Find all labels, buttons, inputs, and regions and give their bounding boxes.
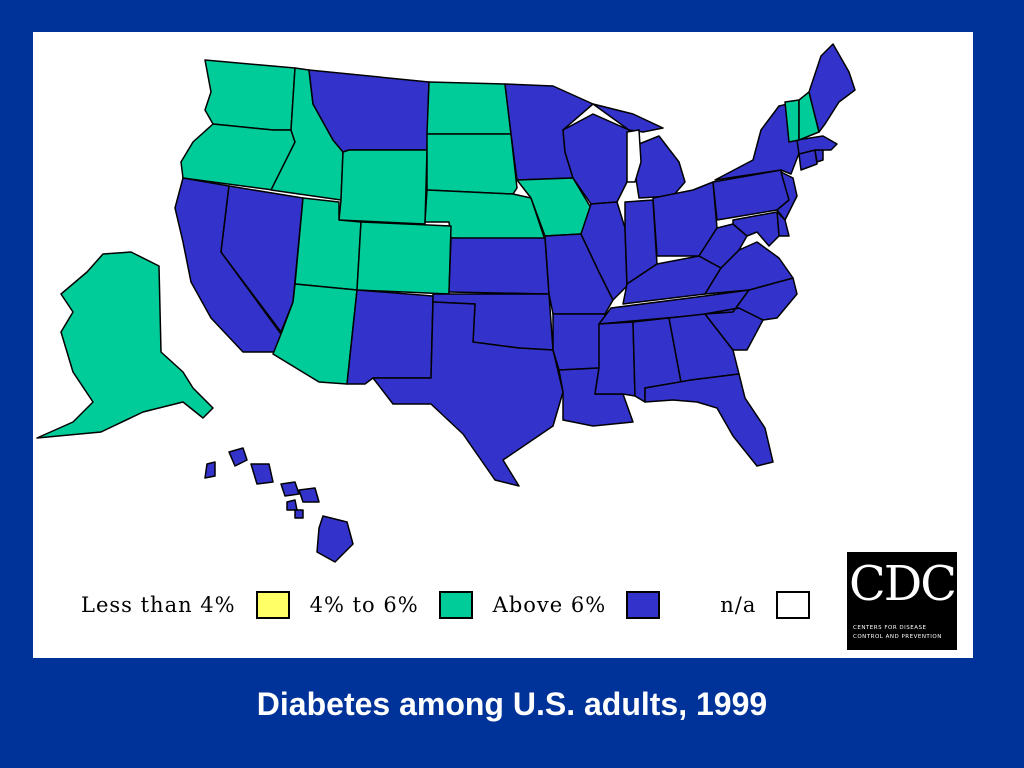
legend-item-4-to-6: 4% to 6% <box>310 591 493 619</box>
state-MD <box>732 211 780 247</box>
state-ME <box>808 43 856 133</box>
legend-label-above-6: Above 6% <box>492 593 607 617</box>
state-WY <box>338 149 428 225</box>
state-TX <box>372 301 564 487</box>
state-SD <box>426 133 518 195</box>
legend-item-above-6: Above 6% <box>493 591 721 619</box>
cdc-logo: CDC CENTERS FOR DISEASE CONTROL AND PREV… <box>847 552 957 650</box>
state-IL <box>580 201 628 301</box>
legend: Less than 4% 4% to 6% Above 6% n/a <box>81 588 830 622</box>
state-KS <box>448 237 550 295</box>
legend-label-less-than-4: Less than 4% <box>81 593 236 617</box>
legend-swatch-4-to-6 <box>438 591 473 619</box>
state-FL <box>644 373 774 467</box>
legend-swatch-less-than-4 <box>255 591 290 619</box>
legend-label-na: n/a <box>720 593 757 617</box>
cdc-logo-subtitle: CENTERS FOR DISEASE CONTROL AND PREVENTI… <box>853 625 942 640</box>
state-RI <box>814 149 824 163</box>
lake-michigan <box>626 129 642 183</box>
map-panel: Less than 4% 4% to 6% Above 6% n/a CDC C… <box>33 32 973 658</box>
legend-swatch-above-6 <box>626 591 661 619</box>
state-ND <box>426 81 512 135</box>
state-CO <box>356 221 452 295</box>
state-HI <box>204 447 354 563</box>
state-MS <box>594 321 636 397</box>
state-AK <box>36 251 214 439</box>
legend-swatch-na <box>776 591 811 619</box>
state-NM <box>346 289 434 385</box>
legend-item-na: n/a <box>720 591 830 619</box>
us-map <box>36 43 856 563</box>
legend-label-4-to-6: 4% to 6% <box>309 593 419 617</box>
legend-item-less-than-4: Less than 4% <box>81 591 310 619</box>
cdc-logo-text: CDC <box>849 556 957 612</box>
state-WA <box>204 59 296 131</box>
slide-caption: Diabetes among U.S. adults, 1999 <box>256 686 768 722</box>
state-AR <box>552 313 606 371</box>
state-MA <box>796 135 838 155</box>
